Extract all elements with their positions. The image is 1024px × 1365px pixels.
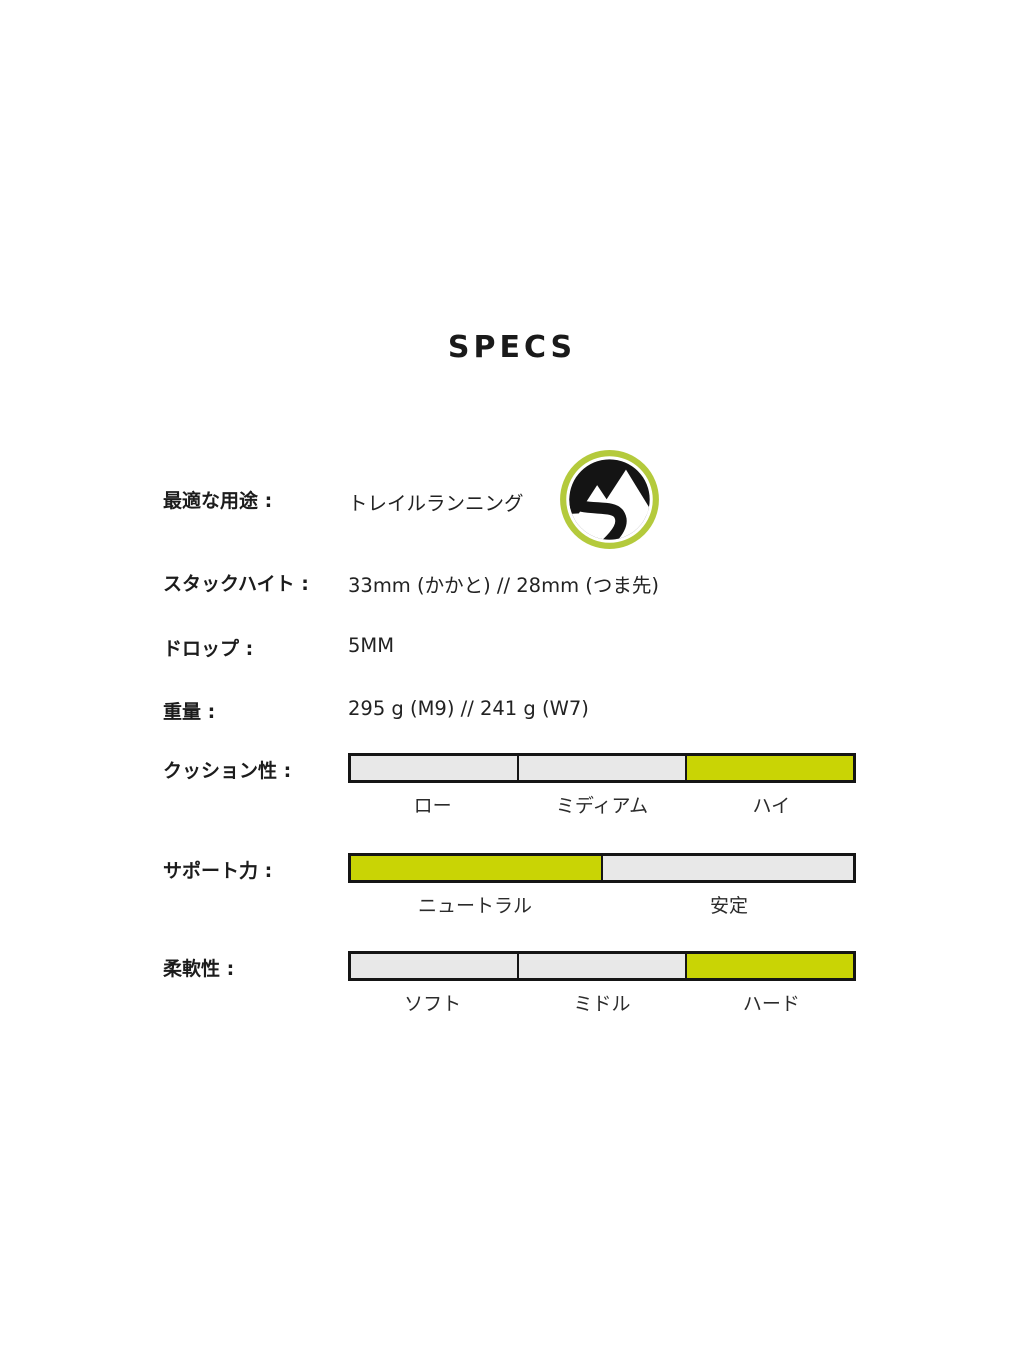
tick-label-low: ロー: [413, 795, 452, 817]
spec-row-best-use: 最適な用途 : トレイルランニング: [163, 448, 863, 551]
cushioning-meter-bar: [348, 753, 856, 783]
meter-tick-labels: ロー ミディアム ハイ: [348, 791, 856, 818]
page-title: SPECS: [447, 330, 577, 365]
tick-label-hard: ハード: [742, 993, 800, 1015]
meter-segment-hard: [687, 954, 853, 978]
tick-label-soft: ソフト: [404, 993, 462, 1015]
flexibility-meter-bar: [348, 951, 856, 981]
spec-label: ドロップ :: [163, 638, 254, 660]
support-meter-bar: [348, 853, 856, 883]
tick-label-stable: 安定: [709, 895, 748, 917]
meter-label: サポート力 :: [163, 860, 273, 882]
meter-segment-middle: [519, 954, 687, 978]
meter-segment-low: [351, 756, 519, 780]
spec-label: 重量 :: [163, 701, 216, 723]
meter-segment-stable: [603, 856, 853, 880]
meter-tick-labels: ニュートラル 安定: [348, 891, 856, 918]
tick-label-medium: ミディアム: [555, 795, 649, 817]
meter-segment-soft: [351, 954, 519, 978]
meter-label: クッション性 :: [163, 760, 292, 782]
spec-label: スタックハイト :: [163, 573, 309, 595]
spec-value: 33mm (かかと) // 28mm (つま先): [348, 574, 659, 597]
spec-value: 5MM: [348, 634, 395, 657]
tick-label-high: ハイ: [752, 795, 791, 817]
meter-segment-neutral: [351, 856, 603, 880]
tick-label-middle: ミドル: [573, 993, 631, 1015]
spec-label: 最適な用途 :: [163, 490, 273, 512]
spec-value: 295 g (M9) // 241 g (W7): [348, 697, 589, 720]
meter-segment-medium: [519, 756, 687, 780]
meter-tick-labels: ソフト ミドル ハード: [348, 989, 856, 1016]
tick-label-neutral: ニュートラル: [417, 895, 532, 917]
trail-running-icon: [558, 448, 661, 551]
meter-segment-high: [687, 756, 853, 780]
spec-value: トレイルランニング: [348, 492, 524, 515]
meter-label: 柔軟性 :: [163, 958, 235, 980]
